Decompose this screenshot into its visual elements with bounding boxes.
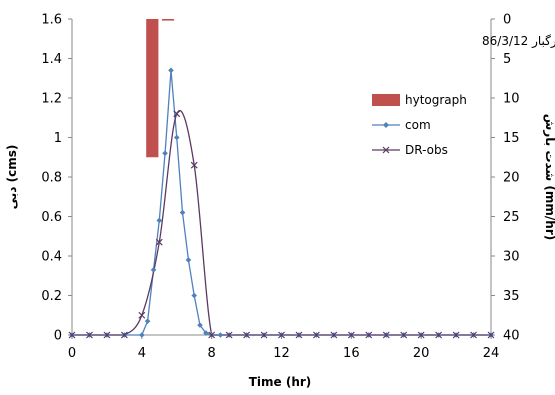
- legend-swatch-hytograph: [372, 94, 400, 106]
- com-point: [179, 209, 186, 216]
- dr-obs-point: [86, 331, 93, 339]
- dr-obs-point: [295, 331, 303, 339]
- dr-obs-point: [365, 331, 373, 339]
- com-point: [139, 332, 145, 338]
- dr-obs-point: [155, 238, 163, 246]
- dr-obs-point: [103, 331, 111, 339]
- dr-obs-point: [138, 311, 146, 319]
- com-point: [217, 332, 224, 338]
- com-point: [203, 330, 209, 336]
- dr-obs-point: [312, 331, 320, 339]
- dr-obs-point: [68, 331, 76, 339]
- com-point: [156, 217, 163, 224]
- legend-label: com: [405, 118, 431, 132]
- dr-obs-point: [173, 110, 181, 118]
- y-tick-label: 1.4: [41, 52, 62, 67]
- dr-obs-point: [400, 331, 408, 339]
- y-tick-label: 1.2: [41, 92, 62, 107]
- com-point: [173, 134, 180, 141]
- y-tick-label: 0.4: [41, 250, 62, 265]
- hyetograph-bar: [146, 19, 159, 158]
- com-point: [144, 318, 151, 324]
- dr-obs-point: [487, 331, 495, 339]
- y-tick-label: 1.6: [41, 13, 62, 28]
- y2-tick-label: 0: [503, 13, 511, 28]
- y-tick-label: 0.2: [41, 289, 62, 304]
- y2-tick-label: 20: [503, 171, 520, 186]
- y2-tick-label: 10: [503, 92, 520, 107]
- y2-tick-label: 35: [503, 289, 520, 304]
- legend-label: DR-obs: [405, 143, 448, 157]
- dr-obs-point: [260, 331, 268, 339]
- y2-axis-title: شدت بارش (mm/hr): [543, 114, 555, 240]
- hyetograph-bar: [161, 19, 175, 21]
- y2-tick-label: 5: [503, 52, 511, 67]
- y-tick-label: 0.8: [41, 171, 62, 186]
- y-axis-title: دبی (cms): [5, 145, 19, 210]
- dr-obs-point: [190, 161, 198, 169]
- y2-tick-label: 40: [503, 329, 520, 344]
- com-point: [162, 150, 168, 157]
- dr-obs-point: [278, 331, 285, 339]
- dr-obs-point: [330, 331, 338, 339]
- x-tick-label: 12: [273, 346, 290, 361]
- y-tick-label: 1: [54, 131, 62, 146]
- x-tick-label: 16: [343, 346, 360, 361]
- x-tick-label: 4: [138, 346, 146, 361]
- x-tick-label: 20: [413, 346, 430, 361]
- com-point: [168, 67, 174, 74]
- x-tick-label: 0: [68, 346, 76, 361]
- legend-marker-com: [383, 122, 389, 128]
- dr-obs-point: [382, 331, 390, 339]
- dr-obs-point: [243, 331, 251, 339]
- com-point: [191, 292, 198, 299]
- chart-title: دبی مشاهداتی و محاسباتی برای رگبار 86/3/…: [482, 34, 555, 49]
- dr-obs-point: [208, 331, 216, 339]
- dr-obs-point: [417, 331, 425, 339]
- x-axis-title: Time (hr): [249, 375, 312, 389]
- com-point: [150, 267, 157, 273]
- dr-obs-point: [225, 331, 233, 339]
- y-tick-label: 0.6: [41, 210, 62, 225]
- dr-obs-point: [435, 331, 443, 339]
- legend-label: hytograph: [405, 93, 467, 107]
- com-point: [197, 322, 203, 328]
- y2-tick-label: 15: [503, 131, 520, 146]
- y2-tick-label: 25: [503, 210, 520, 225]
- y2-tick-label: 30: [503, 250, 520, 265]
- y-tick-label: 0: [54, 329, 62, 344]
- legend-marker-dr-obs: [382, 146, 390, 154]
- x-tick-label: 24: [483, 346, 500, 361]
- dr-obs-point: [120, 331, 128, 339]
- dr-obs-point: [452, 331, 460, 339]
- com-point: [185, 257, 192, 263]
- x-tick-label: 8: [208, 346, 216, 361]
- dr-obs-point: [347, 331, 355, 339]
- dr-obs-point: [470, 331, 477, 339]
